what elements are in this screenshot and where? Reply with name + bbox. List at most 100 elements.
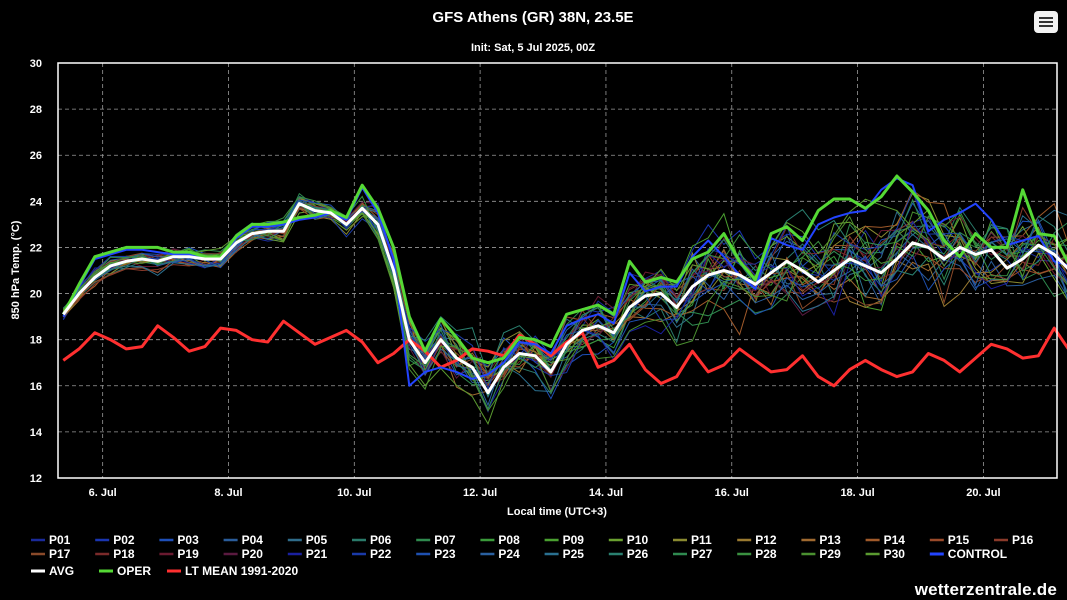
legend: P01 P02 P03 P04 P05 P06 P07 P08 P09 P10 P11 P12 P13 P… [31, 533, 1034, 578]
y-tick-label: 14 [30, 427, 43, 439]
legend-item-p19[interactable]: P19 [159, 547, 199, 561]
legend-item-p04[interactable]: P04 [223, 533, 264, 547]
legend-item-lt-mean-1991-2020[interactable]: LT MEAN 1991-2020 [167, 564, 298, 578]
legend-item-p20[interactable]: P20 [223, 547, 264, 561]
grid [58, 63, 1057, 478]
x-tick-label: 12. Jul [463, 487, 497, 499]
legend-item-oper[interactable]: OPER [99, 564, 151, 578]
legend-label: P13 [819, 533, 841, 547]
legend-label: P07 [434, 533, 456, 547]
legend-label: P16 [1012, 533, 1034, 547]
legend-label: P20 [242, 547, 264, 561]
y-tick-label: 24 [30, 196, 43, 208]
legend-label: P11 [691, 533, 712, 547]
y-tick-label: 20 [30, 289, 42, 301]
legend-label: P24 [498, 547, 520, 561]
legend-item-p09[interactable]: P09 [544, 533, 585, 547]
series-line-control [62, 177, 1067, 387]
legend-label: P12 [755, 533, 777, 547]
legend-item-p02[interactable]: P02 [95, 533, 135, 547]
member-line-p15 [62, 207, 1067, 386]
legend-label: P28 [755, 547, 777, 561]
legend-item-p18[interactable]: P18 [95, 547, 135, 561]
legend-label: P23 [434, 547, 456, 561]
legend-item-p30[interactable]: P30 [865, 547, 906, 561]
legend-label: P19 [177, 547, 199, 561]
x-tick-label: 10. Jul [337, 487, 371, 499]
legend-label: CONTROL [948, 547, 1007, 561]
x-tick-label: 8. Jul [214, 487, 242, 499]
member-line-p09 [62, 196, 1067, 379]
legend-label: P09 [563, 533, 585, 547]
member-line-p30 [62, 198, 1067, 425]
y-tick-label: 28 [30, 104, 42, 116]
legend-label: P17 [49, 547, 71, 561]
y-axis-label: 850 hPa Temp. (°C) [10, 220, 22, 319]
chart-title: GFS Athens (GR) 38N, 23.5E [432, 9, 633, 26]
legend-label: AVG [49, 564, 74, 578]
x-tick-label: 14. Jul [589, 487, 623, 499]
x-tick-label: 16. Jul [715, 487, 749, 499]
hamburger-menu-icon[interactable] [1034, 11, 1058, 33]
legend-item-p29[interactable]: P29 [801, 547, 841, 561]
series-layer [61, 174, 1067, 425]
legend-label: LT MEAN 1991-2020 [185, 564, 298, 578]
legend-item-p11[interactable]: P11 [673, 533, 712, 547]
brand-watermark: wetterzentrale.de [914, 580, 1057, 599]
member-line-p12 [62, 198, 1067, 378]
legend-label: P05 [306, 533, 328, 547]
member-line-p10 [62, 208, 1067, 382]
y-tick-label: 18 [30, 335, 42, 347]
legend-label: P27 [691, 547, 713, 561]
legend-label: P25 [563, 547, 585, 561]
legend-item-p24[interactable]: P24 [480, 547, 520, 561]
series-line-lt-mean-1991-2020 [62, 319, 1067, 388]
legend-label: P06 [370, 533, 392, 547]
legend-item-p12[interactable]: P12 [737, 533, 777, 547]
legend-label: P08 [498, 533, 520, 547]
legend-item-p06[interactable]: P06 [352, 533, 392, 547]
chart-subtitle: Init: Sat, 5 Jul 2025, 00Z [471, 42, 595, 54]
legend-label: OPER [117, 564, 151, 578]
legend-label: P29 [819, 547, 841, 561]
legend-item-control[interactable]: CONTROL [929, 547, 1007, 561]
legend-label: P02 [113, 533, 135, 547]
x-tick-label: 20. Jul [966, 487, 1000, 499]
legend-label: P22 [370, 547, 392, 561]
y-tick-label: 26 [30, 150, 42, 162]
legend-label: P14 [884, 533, 906, 547]
legend-item-avg[interactable]: AVG [31, 564, 74, 578]
series-line-oper [61, 174, 1067, 365]
legend-item-p13[interactable]: P13 [801, 533, 841, 547]
legend-item-p15[interactable]: P15 [929, 533, 970, 547]
legend-item-p10[interactable]: P10 [608, 533, 649, 547]
legend-label: P30 [884, 547, 906, 561]
legend-item-p22[interactable]: P22 [352, 547, 392, 561]
legend-item-p21[interactable]: P21 [287, 547, 328, 561]
member-line-p02 [62, 197, 1067, 367]
legend-label: P26 [627, 547, 649, 561]
legend-label: P18 [113, 547, 135, 561]
legend-item-p05[interactable]: P05 [287, 533, 328, 547]
legend-item-p03[interactable]: P03 [159, 533, 199, 547]
legend-item-p23[interactable]: P23 [416, 547, 456, 561]
legend-item-p26[interactable]: P26 [608, 547, 649, 561]
legend-item-p01[interactable]: P01 [31, 533, 71, 547]
legend-item-p08[interactable]: P08 [480, 533, 520, 547]
legend-label: P21 [306, 547, 328, 561]
legend-item-p07[interactable]: P07 [416, 533, 456, 547]
y-tick-label: 30 [30, 58, 42, 70]
legend-item-p17[interactable]: P17 [31, 547, 71, 561]
legend-item-p14[interactable]: P14 [865, 533, 906, 547]
legend-item-p25[interactable]: P25 [544, 547, 585, 561]
legend-item-p28[interactable]: P28 [737, 547, 777, 561]
y-tick-label: 22 [30, 242, 42, 254]
y-tick-label: 12 [30, 473, 42, 485]
member-line-p07 [62, 192, 1067, 386]
x-tick-label: 18. Jul [840, 487, 874, 499]
plot-frame [57, 62, 1058, 479]
x-tick-label: 6. Jul [89, 487, 117, 499]
legend-item-p16[interactable]: P16 [994, 533, 1034, 547]
legend-item-p27[interactable]: P27 [673, 547, 713, 561]
